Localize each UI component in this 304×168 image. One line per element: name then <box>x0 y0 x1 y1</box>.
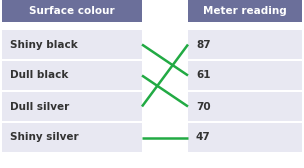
Bar <box>188 123 302 152</box>
Text: Dull silver: Dull silver <box>10 101 69 112</box>
Text: 70: 70 <box>196 101 211 112</box>
Text: 87: 87 <box>196 39 211 50</box>
Text: Shiny silver: Shiny silver <box>10 133 79 142</box>
Text: Dull black: Dull black <box>10 71 68 80</box>
Text: Surface colour: Surface colour <box>29 6 115 16</box>
Text: Shiny black: Shiny black <box>10 39 78 50</box>
Bar <box>2 30 142 59</box>
Bar <box>2 61 142 90</box>
Text: 61: 61 <box>196 71 210 80</box>
Bar <box>188 30 302 59</box>
Bar <box>188 61 302 90</box>
Text: 47: 47 <box>196 133 211 142</box>
Bar <box>2 92 142 121</box>
Bar <box>2 0 142 22</box>
Bar <box>2 123 142 152</box>
Bar <box>188 92 302 121</box>
Bar <box>188 0 302 22</box>
Text: Meter reading: Meter reading <box>203 6 287 16</box>
